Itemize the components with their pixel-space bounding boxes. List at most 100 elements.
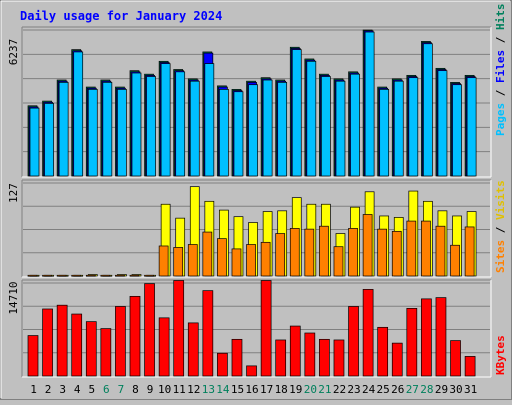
hits-ymax-label: 6237 xyxy=(7,39,20,66)
kbytes-bar-day-14 xyxy=(217,352,228,377)
day-label-20: 20 xyxy=(304,383,317,396)
legend-files: Files xyxy=(494,50,507,83)
pages-bar-day-4 xyxy=(73,51,84,177)
day-label-16: 16 xyxy=(245,383,258,396)
sites-bar-day-11 xyxy=(173,247,184,277)
kbytes-bar-day-23 xyxy=(348,306,359,377)
kbytes-bar-day-27 xyxy=(406,308,418,377)
sites-bar-day-26 xyxy=(391,230,402,277)
sites-bar-day-12 xyxy=(187,244,198,277)
pages-bar-day-16 xyxy=(248,84,258,177)
sites-bar-day-1 xyxy=(27,274,38,277)
day-label-4: 4 xyxy=(74,383,81,396)
kbytes-bar-day-4 xyxy=(71,313,83,377)
sites-bar-day-31 xyxy=(464,226,475,277)
kbytes-bar-day-12 xyxy=(187,322,199,377)
kbytes-ymax-label: 14710 xyxy=(7,281,20,314)
day-label-29: 29 xyxy=(435,383,448,396)
day-label-2: 2 xyxy=(45,383,52,396)
pages-bar-day-26 xyxy=(393,80,404,177)
kbytes-bar-day-25 xyxy=(377,326,389,377)
day-label-27: 27 xyxy=(406,383,419,396)
pages-bar-day-14 xyxy=(219,89,229,177)
pages-bar-day-10 xyxy=(160,63,171,177)
pages-bar-day-23 xyxy=(350,73,360,177)
pages-bar-day-7 xyxy=(117,89,127,177)
day-label-30: 30 xyxy=(449,383,462,396)
pages-bar-day-2 xyxy=(44,103,54,177)
pages-bar-day-11 xyxy=(175,71,186,177)
pages-bar-day-21 xyxy=(321,76,331,177)
pages-bar-day-17 xyxy=(262,79,273,177)
legend-kbytes: KBytes xyxy=(494,335,507,375)
sites-bar-day-30 xyxy=(450,244,460,277)
sites-bar-day-8 xyxy=(129,274,140,277)
pages-bar-day-1 xyxy=(29,107,40,177)
legend-hits-panel: Pages / Files / Hits xyxy=(494,4,507,137)
day-label-3: 3 xyxy=(59,383,66,396)
sites-bar-day-22 xyxy=(333,246,344,277)
pages-bar-day-6 xyxy=(102,82,113,177)
visits-ymax-label: 127 xyxy=(7,183,20,203)
sites-bar-day-6 xyxy=(100,274,111,277)
day-label-23: 23 xyxy=(347,383,360,396)
day-label-7: 7 xyxy=(118,383,125,396)
day-label-25: 25 xyxy=(377,383,390,396)
sites-bar-day-17 xyxy=(260,241,271,277)
kbytes-bar-day-3 xyxy=(56,304,68,377)
kbytes-bar-day-2 xyxy=(42,308,53,377)
pages-bar-day-24 xyxy=(364,31,375,177)
day-label-18: 18 xyxy=(275,383,288,396)
kbytes-bar-day-15 xyxy=(231,338,243,377)
sites-bar-day-27 xyxy=(406,220,417,277)
sites-bar-day-9 xyxy=(144,274,154,277)
pages-bar-day-5 xyxy=(87,89,98,177)
legend-pages: Pages xyxy=(494,103,507,136)
pages-bar-day-31 xyxy=(466,77,477,177)
pages-bar-day-18 xyxy=(277,82,288,177)
sites-bar-day-25 xyxy=(377,228,388,277)
pages-bar-day-19 xyxy=(291,49,302,177)
sites-bar-day-4 xyxy=(71,274,82,277)
sites-bar-day-24 xyxy=(362,214,373,277)
sites-bar-day-21 xyxy=(319,225,329,277)
day-label-1: 1 xyxy=(30,383,37,396)
sites-bar-day-7 xyxy=(115,274,125,277)
day-label-22: 22 xyxy=(333,383,346,396)
pages-bar-day-25 xyxy=(379,89,390,177)
kbytes-bar-day-17 xyxy=(260,280,272,377)
x-axis-day-labels: 1 2 3 4 5 6 7 8 9 10 11 12 13 14 15 16 17 18 19 20 21 22 23 24 2… xyxy=(30,383,477,396)
chart-title: Daily usage for January 2024 xyxy=(20,9,222,23)
pages-bar-day-9 xyxy=(146,76,156,177)
kbytes-bar-day-20 xyxy=(304,332,316,377)
sites-bar-day-13 xyxy=(202,231,213,277)
sites-bar-day-14 xyxy=(217,238,227,277)
sites-bar-day-5 xyxy=(85,274,96,277)
day-label-26: 26 xyxy=(391,383,404,396)
sites-bar-day-3 xyxy=(56,274,67,277)
pages-bar-day-22 xyxy=(335,80,346,177)
day-label-24: 24 xyxy=(362,383,376,396)
kbytes-bar-day-26 xyxy=(391,342,403,377)
legend-kbytes-panel: KBytes xyxy=(494,335,507,375)
day-label-28: 28 xyxy=(420,383,433,396)
day-label-19: 19 xyxy=(289,383,302,396)
pages-bar-day-8 xyxy=(131,72,142,177)
pages-bar-day-27 xyxy=(408,77,419,177)
legend-sites: Sites xyxy=(494,240,507,273)
day-label-11: 11 xyxy=(173,383,186,396)
day-label-31: 31 xyxy=(464,383,477,396)
kbytes-bar-day-18 xyxy=(275,339,287,377)
day-label-15: 15 xyxy=(231,383,244,396)
kbytes-bar-day-11 xyxy=(173,280,185,377)
sites-bar-day-15 xyxy=(231,248,242,277)
sites-bar-day-10 xyxy=(158,245,169,277)
sites-bar-day-23 xyxy=(348,228,358,277)
sites-bar-day-18 xyxy=(275,233,286,277)
pages-bar-day-20 xyxy=(306,60,317,177)
sites-bar-day-2 xyxy=(42,274,52,277)
pages-bar-day-3 xyxy=(58,82,69,177)
legend-sep-1: / xyxy=(494,83,507,103)
kbytes-bar-day-24 xyxy=(362,289,374,377)
